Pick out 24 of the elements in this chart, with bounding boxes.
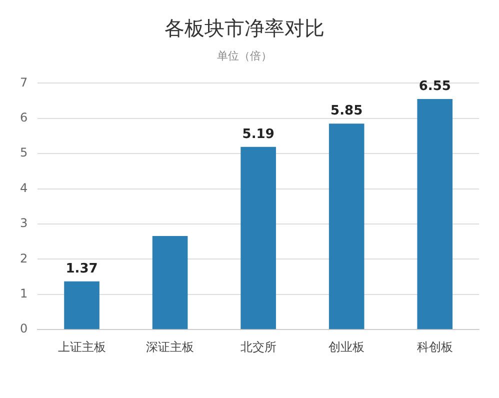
x-tick-label: 深证主板 (146, 340, 194, 354)
y-tick-label: 6 (20, 110, 28, 125)
y-tick-label: 3 (20, 216, 28, 230)
chart-title: 各板块市净率对比 (164, 16, 324, 40)
data-label: 5.19 (242, 126, 274, 142)
x-tick-label: 上证主板 (58, 340, 106, 354)
bar (64, 281, 100, 330)
bar (328, 124, 364, 330)
data-label: 5.85 (330, 104, 363, 119)
bar (152, 236, 188, 330)
data-label: 6.55 (418, 78, 451, 94)
y-tick-label: 0 (20, 322, 28, 336)
bar (417, 99, 453, 330)
y-tick-label: 5 (20, 146, 28, 160)
y-tick-label: 4 (20, 180, 28, 195)
y-tick-label: 7 (20, 75, 28, 90)
x-tick-label: 科创板 (416, 340, 453, 354)
y-tick-label: 2 (20, 251, 28, 266)
y-tick-label: 1 (20, 286, 28, 301)
x-tick-label: 北交所 (240, 340, 276, 354)
bar (240, 146, 276, 330)
chart-subtitle: 单位（倍） (217, 49, 272, 62)
x-tick-label: 创业板 (328, 340, 365, 354)
data-label: 1.37 (66, 261, 98, 276)
